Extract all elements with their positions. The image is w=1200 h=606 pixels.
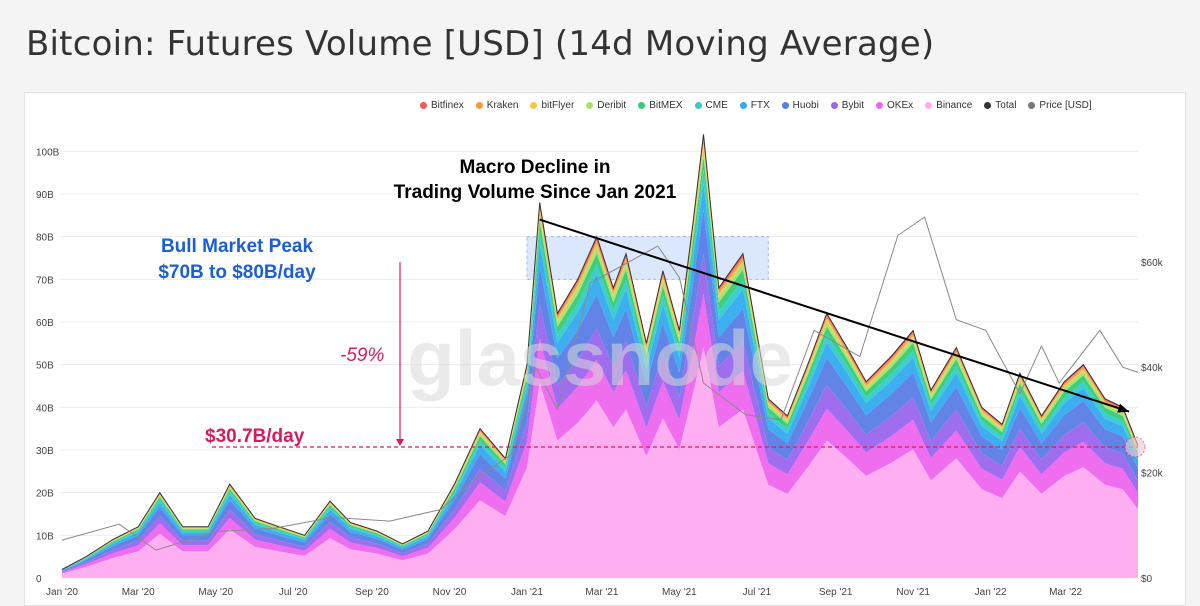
- x-tick-label: May '21: [662, 587, 697, 598]
- x-tick-label: Mar '20: [122, 587, 155, 598]
- legend-item-total[interactable]: Total: [984, 100, 1016, 111]
- legend-dot: [475, 102, 483, 109]
- bull-peak-title: Bull Market Peak: [161, 236, 313, 257]
- legend-item-deribit[interactable]: Deribit: [586, 100, 626, 111]
- y-tick-label: 10B: [36, 531, 54, 542]
- y-tick-label: 30B: [36, 446, 54, 457]
- y-tick-label: 80B: [36, 233, 54, 244]
- price-tick-label: $40k: [1141, 363, 1164, 374]
- y-tick-label: 70B: [36, 275, 54, 286]
- x-tick-label: Jul '20: [279, 587, 308, 598]
- y-tick-label: 90B: [36, 190, 54, 201]
- area-series-binance: [62, 347, 1138, 578]
- legend-label: Kraken: [486, 100, 519, 111]
- total-volume-line: [61, 134, 1139, 570]
- current-level-marker: [1124, 436, 1146, 458]
- page-title: Bitcoin: Futures Volume [USD] (14d Movin…: [26, 24, 935, 64]
- legend-label: Total: [995, 100, 1017, 111]
- y-tick-label: 0: [36, 574, 42, 585]
- legend-dot: [1028, 102, 1036, 109]
- legend-item-bybit[interactable]: Bybit: [830, 100, 865, 111]
- legend-dot: [739, 102, 747, 109]
- legend-label: OKEx: [887, 100, 914, 111]
- legend-dot: [420, 102, 427, 109]
- chart-legend: Bitfinex Kraken bitFlyer Deribit BitMEX CME FT…: [420, 100, 1092, 111]
- legend-label: Deribit: [597, 100, 627, 111]
- legend-item-bitflyer[interactable]: bitFlyer: [530, 100, 574, 111]
- x-tick-label: Jan '21: [511, 587, 543, 598]
- legend-item-bitfinex[interactable]: Bitfinex: [420, 100, 464, 111]
- y-tick-label: 50B: [36, 361, 54, 372]
- x-tick-label: Sep '21: [819, 587, 853, 598]
- legend-label: Huobi: [792, 100, 819, 111]
- legend-label: Price [USD]: [1039, 100, 1092, 111]
- y-tick-label: 20B: [36, 489, 54, 500]
- x-tick-label: Sep '20: [355, 587, 389, 598]
- legend-item-okex[interactable]: OKEx: [876, 100, 913, 111]
- legend-label: FTX: [750, 100, 770, 111]
- legend-item-bitmex[interactable]: BitMEX: [638, 100, 683, 111]
- trend-arrowhead: [1117, 403, 1130, 413]
- macro-decline-subtitle: Trading Volume Since Jan 2021: [394, 182, 677, 203]
- legend-dot: [694, 102, 702, 109]
- x-tick-label: Mar '22: [1049, 587, 1082, 598]
- y-tick-label: 40B: [36, 403, 54, 414]
- x-tick-label: Nov '21: [896, 587, 930, 598]
- x-tick-label: Jan '22: [975, 587, 1007, 598]
- legend-item-ftx[interactable]: FTX: [739, 100, 770, 111]
- bull-peak-range: $70B to $80B/day: [158, 262, 316, 283]
- x-tick-label: Nov '20: [433, 587, 467, 598]
- legend-item-price-usd[interactable]: Price [USD]: [1028, 100, 1092, 111]
- trend-line: [539, 218, 1130, 413]
- x-tick-label: May '20: [198, 587, 233, 598]
- watermark: glassnode: [407, 314, 793, 402]
- legend-label: BitMEX: [649, 100, 683, 111]
- price-tick-label: $0: [1141, 574, 1153, 585]
- legend-label: Bitfinex: [431, 100, 464, 111]
- macro-decline-title: Macro Decline in: [460, 157, 611, 178]
- legend-dot: [638, 102, 646, 109]
- x-tick-label: Jan '20: [46, 587, 78, 598]
- legend-dot: [530, 102, 538, 109]
- price-tick-label: $60k: [1141, 258, 1164, 269]
- legend-dot: [925, 102, 933, 109]
- legend-item-cme[interactable]: CME: [694, 100, 728, 111]
- legend-label: Binance: [936, 100, 973, 111]
- legend-dot: [984, 102, 992, 109]
- x-tick-label: Mar '21: [585, 587, 618, 598]
- price-tick-label: $20k: [1141, 469, 1164, 480]
- current-volume-label: $30.7B/day: [205, 426, 305, 447]
- x-tick-label: Jul '21: [743, 587, 772, 598]
- legend-dot: [876, 102, 884, 109]
- legend-label: CME: [705, 100, 728, 111]
- legend-dot: [781, 102, 789, 109]
- y-tick-label: 60B: [36, 318, 54, 329]
- legend-item-binance[interactable]: Binance: [925, 100, 972, 111]
- legend-label: Bybit: [841, 100, 865, 111]
- y-tick-label: 100B: [36, 147, 60, 158]
- bull-market-band: [526, 236, 769, 280]
- legend-dot: [586, 102, 594, 109]
- legend-dot: [830, 102, 838, 109]
- legend-item-kraken[interactable]: Kraken: [475, 100, 519, 111]
- legend-item-huobi[interactable]: Huobi: [781, 100, 819, 111]
- drop-percentage: -59%: [340, 345, 384, 366]
- drop-arrowhead: [396, 439, 404, 447]
- price-line: [61, 216, 1139, 551]
- legend-label: bitFlyer: [541, 100, 575, 111]
